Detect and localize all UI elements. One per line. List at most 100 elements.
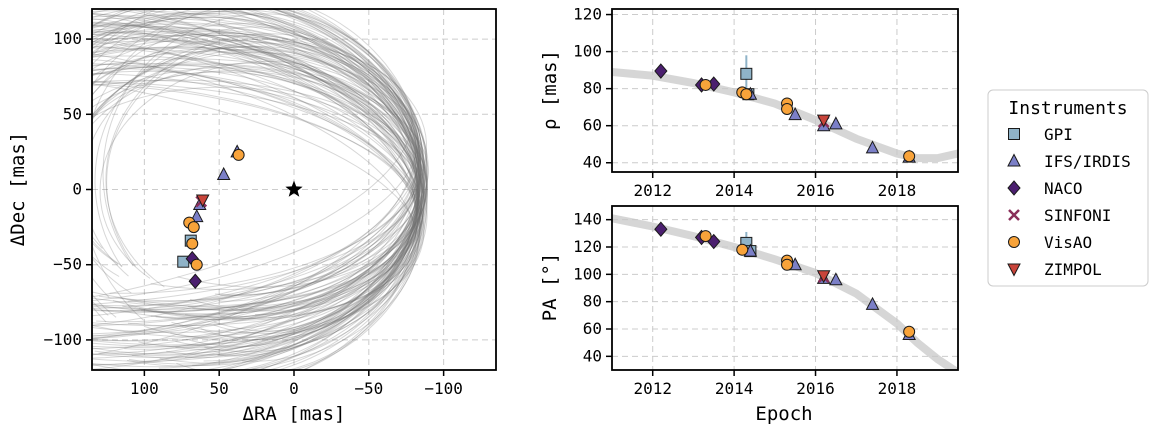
orbit-track bbox=[92, 9, 420, 370]
orbit-track bbox=[257, 9, 420, 370]
orbit-track bbox=[92, 9, 421, 358]
x-tick-label: 2018 bbox=[878, 181, 917, 200]
orbit-track bbox=[102, 13, 428, 335]
orbit-track bbox=[92, 37, 425, 347]
y-tick-label: 120 bbox=[573, 237, 602, 256]
orbit-track bbox=[92, 30, 428, 335]
orbit-track bbox=[92, 62, 428, 302]
data-point-visao bbox=[740, 88, 753, 101]
orbit-track bbox=[92, 24, 416, 338]
x-tick-label: 2012 bbox=[633, 379, 672, 398]
orbit-track bbox=[92, 47, 418, 334]
orbit-track bbox=[92, 24, 423, 333]
orbit-track bbox=[124, 9, 421, 350]
orbit-track bbox=[92, 31, 429, 318]
data-point-visao bbox=[903, 325, 916, 338]
orbit-track bbox=[106, 42, 424, 332]
orbit-track bbox=[92, 10, 425, 367]
orbit-track bbox=[92, 40, 421, 362]
orbit-track bbox=[92, 70, 424, 321]
orbit-track bbox=[92, 26, 418, 316]
data-point-visao bbox=[232, 148, 245, 161]
data-point-visao bbox=[190, 258, 203, 271]
orbit-track bbox=[92, 17, 421, 370]
orbit-track bbox=[92, 9, 428, 370]
orbit-track bbox=[92, 9, 419, 362]
data-point-zimpol bbox=[816, 114, 831, 128]
orbit-track bbox=[92, 83, 419, 327]
orbit-track bbox=[92, 55, 425, 342]
orbit-track bbox=[92, 17, 417, 356]
orbit-track bbox=[92, 21, 424, 342]
orbit-track bbox=[92, 15, 427, 340]
x-tick-label: 2014 bbox=[715, 181, 754, 200]
orbit-track bbox=[92, 21, 419, 323]
y-tick-label: 100 bbox=[53, 29, 82, 48]
orbit-track bbox=[92, 68, 421, 320]
orbit-track bbox=[92, 34, 420, 321]
y-tick-label: 60 bbox=[583, 116, 602, 135]
data-point-naco bbox=[654, 221, 668, 238]
orbit-track bbox=[92, 12, 428, 370]
orbit-track bbox=[92, 72, 420, 307]
orbit-track bbox=[92, 40, 420, 311]
orbit-track bbox=[105, 33, 421, 315]
orbit-tracks bbox=[92, 9, 429, 370]
orbit-track bbox=[92, 62, 424, 294]
data-point-gpi bbox=[740, 67, 753, 80]
orbit-xlabel: ΔRA [mas] bbox=[243, 403, 346, 425]
orbit-track bbox=[92, 27, 420, 339]
orbit-track bbox=[94, 26, 423, 341]
y-tick-label: 40 bbox=[583, 346, 602, 365]
x-tick-label: 0 bbox=[289, 379, 299, 398]
data-point-visao bbox=[186, 237, 199, 250]
data-point-visao bbox=[699, 230, 712, 243]
orbit-track bbox=[92, 13, 418, 366]
axes-frame bbox=[611, 8, 959, 173]
orbit-track bbox=[92, 39, 419, 338]
position-angle-ylabel: PA [°] bbox=[539, 253, 561, 322]
orbit-track bbox=[92, 9, 421, 348]
legend-marker-zimpol bbox=[1007, 263, 1021, 277]
orbit-track bbox=[92, 9, 423, 362]
orbit-track bbox=[92, 53, 417, 346]
y-tick-label: 0 bbox=[72, 180, 82, 199]
orbit-track bbox=[92, 83, 420, 313]
orbit-track bbox=[92, 12, 419, 370]
data-point-visao bbox=[781, 103, 794, 116]
orbit-track bbox=[92, 10, 420, 337]
data-point-ifs-irdis bbox=[865, 140, 880, 154]
data-point-naco bbox=[654, 63, 668, 79]
data-point-ifs-irdis bbox=[829, 272, 843, 286]
orbit-track bbox=[92, 51, 428, 288]
orbit-track bbox=[92, 10, 420, 356]
data-point-zimpol bbox=[816, 270, 831, 284]
legend-label: ZIMPOL bbox=[1044, 260, 1102, 279]
orbit-track bbox=[100, 9, 419, 370]
orbit-track bbox=[92, 67, 420, 318]
orbit-track bbox=[92, 34, 421, 359]
legend-label: GPI bbox=[1044, 125, 1073, 144]
orbit-track bbox=[92, 9, 429, 355]
orbit-track bbox=[217, 9, 424, 370]
x-tick-label: 2012 bbox=[633, 181, 672, 200]
data-point-visao bbox=[903, 150, 916, 163]
orbit-track bbox=[92, 46, 423, 357]
legend-frame bbox=[987, 89, 1149, 287]
orbit-track bbox=[92, 32, 419, 309]
y-tick-label: 140 bbox=[573, 210, 602, 229]
orbit-track bbox=[92, 70, 425, 312]
model-band bbox=[612, 68, 958, 163]
separation-panel: 2012 2014 2016 2018 40 60 80 100 120 bbox=[573, 5, 959, 200]
y-tick-label: 100 bbox=[573, 264, 602, 283]
x-tick-label: 100 bbox=[130, 379, 159, 398]
orbit-track bbox=[92, 51, 417, 302]
orbit-track bbox=[92, 22, 428, 370]
orbit-track bbox=[92, 9, 428, 370]
orbit-track bbox=[92, 38, 422, 320]
orbit-track bbox=[92, 28, 420, 337]
orbit-track bbox=[92, 9, 426, 356]
orbit-track bbox=[92, 9, 423, 368]
orbit-track bbox=[92, 9, 425, 347]
